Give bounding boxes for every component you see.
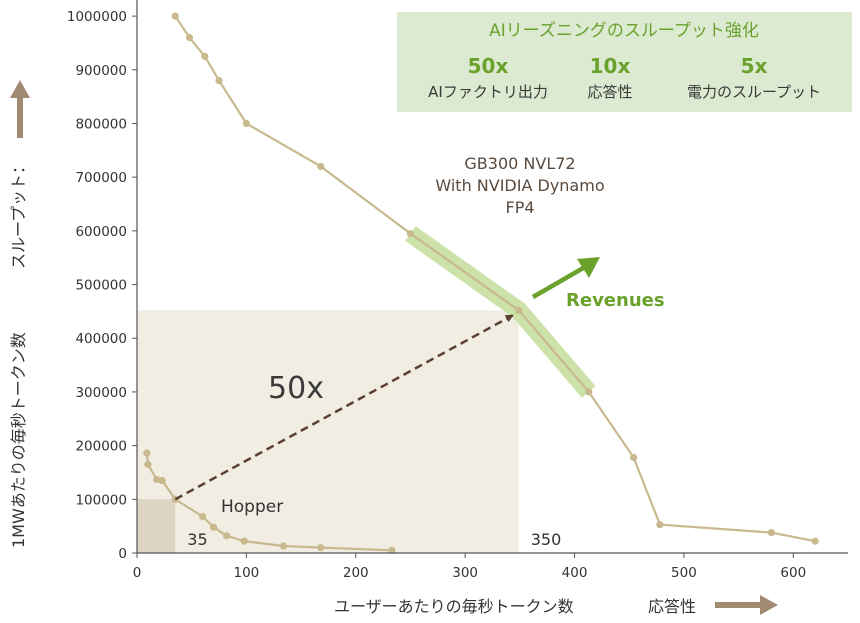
highlight-box [137,310,519,553]
data-point-1-1 [144,460,152,469]
info-box-title: AIリーズニングのスループット強化 [489,21,759,41]
series-label-line-1: With NVIDIA Dynamo [435,176,604,195]
data-point-0-3 [215,76,223,85]
marker-label-0: 35 [187,530,207,549]
x-axis-label-suffix: 応答性 [648,597,696,616]
y-axis-arrow-head [10,80,30,98]
info-box: AIリーズニングのスループット強化 50x 10x 5x AIファクトリ出力 応… [397,12,852,112]
revenues-arrow-shaft [531,265,587,299]
data-point-0-7 [515,306,523,314]
info-box-background [397,12,852,112]
data-point-0-10 [656,520,664,529]
marker-label-1: 350 [531,530,562,549]
data-point-1-5 [199,512,207,521]
info-box-label-1: AIファクトリ出力 [428,83,548,101]
data-point-1-2 [153,475,161,484]
y-tick-label-3: 300000 [75,385,127,401]
revenues-label: Revenues [566,290,665,311]
x-tick-label-4: 400 [562,565,588,581]
y-axis-label: 1MWあたりの毎秒トークン数 [9,332,28,548]
data-point-1-8 [240,537,248,545]
info-box-value-2: 10x [590,54,631,78]
y-tick-label-9: 900000 [75,63,127,79]
info-box-label-3: 電力のスループット [687,83,821,101]
x-tick-label-6: 600 [780,565,806,581]
chart-text: 50x 0 100000 200000 300000 400000 500000 600000… [9,9,806,616]
data-point-1-9 [279,542,288,550]
arrow-label-50x: 50x [268,371,324,406]
x-tick-label-5: 500 [671,565,697,581]
axes [10,0,848,615]
y-tick-label-1: 100000 [75,492,127,508]
data-point-1-6 [209,523,218,531]
data-point-0-12 [811,537,819,545]
y-tick-label-8: 800000 [75,116,127,132]
info-box-label-2: 応答性 [587,83,632,101]
x-tick-label-3: 300 [452,565,478,581]
data-point-1-7 [223,532,231,540]
y-tick-label-5: 500000 [75,278,127,294]
data-point-0-0 [171,12,179,20]
background-fills [137,226,596,553]
series-label-line-2: FP4 [505,198,534,217]
data-point-0-4 [242,119,250,128]
y-axis-label-suffix: スループット： [9,158,28,269]
x-axis-label: ユーザーあたりの毎秒トークン数 [334,597,574,616]
data-point-0-11 [767,528,776,537]
x-tick-label-0: 0 [133,565,142,581]
x-tick-label-2: 200 [343,565,369,581]
revenues-arrow-head [577,257,600,278]
series-label-line-0: GB300 NVL72 [464,154,575,173]
hopper-box [137,499,176,553]
y-tick-label-2: 200000 [75,439,127,455]
data-point-1-11 [388,546,396,554]
info-box-value-3: 5x [741,54,768,78]
x-axis-arrow-head [760,595,778,615]
data-point-0-9 [630,453,638,462]
y-tick-label-0: 0 [118,546,127,562]
data-point-0-1 [185,33,194,42]
y-tick-label-6: 600000 [75,224,127,240]
y-tick-label-7: 700000 [75,170,127,186]
data-point-1-3 [158,476,166,485]
data-point-0-2 [201,52,209,60]
x-tick-label-1: 100 [233,565,259,581]
data-point-0-6 [406,229,415,238]
series-lines [143,12,819,554]
data-point-1-0 [143,449,151,457]
y-tick-label-10: 1000000 [67,9,127,25]
data-point-0-8 [585,388,593,396]
data-point-0-5 [317,162,325,171]
hopper-label: Hopper [221,497,283,517]
info-box-value-1: 50x [468,54,509,78]
y-tick-label-4: 400000 [75,331,127,347]
data-point-1-10 [317,544,325,552]
